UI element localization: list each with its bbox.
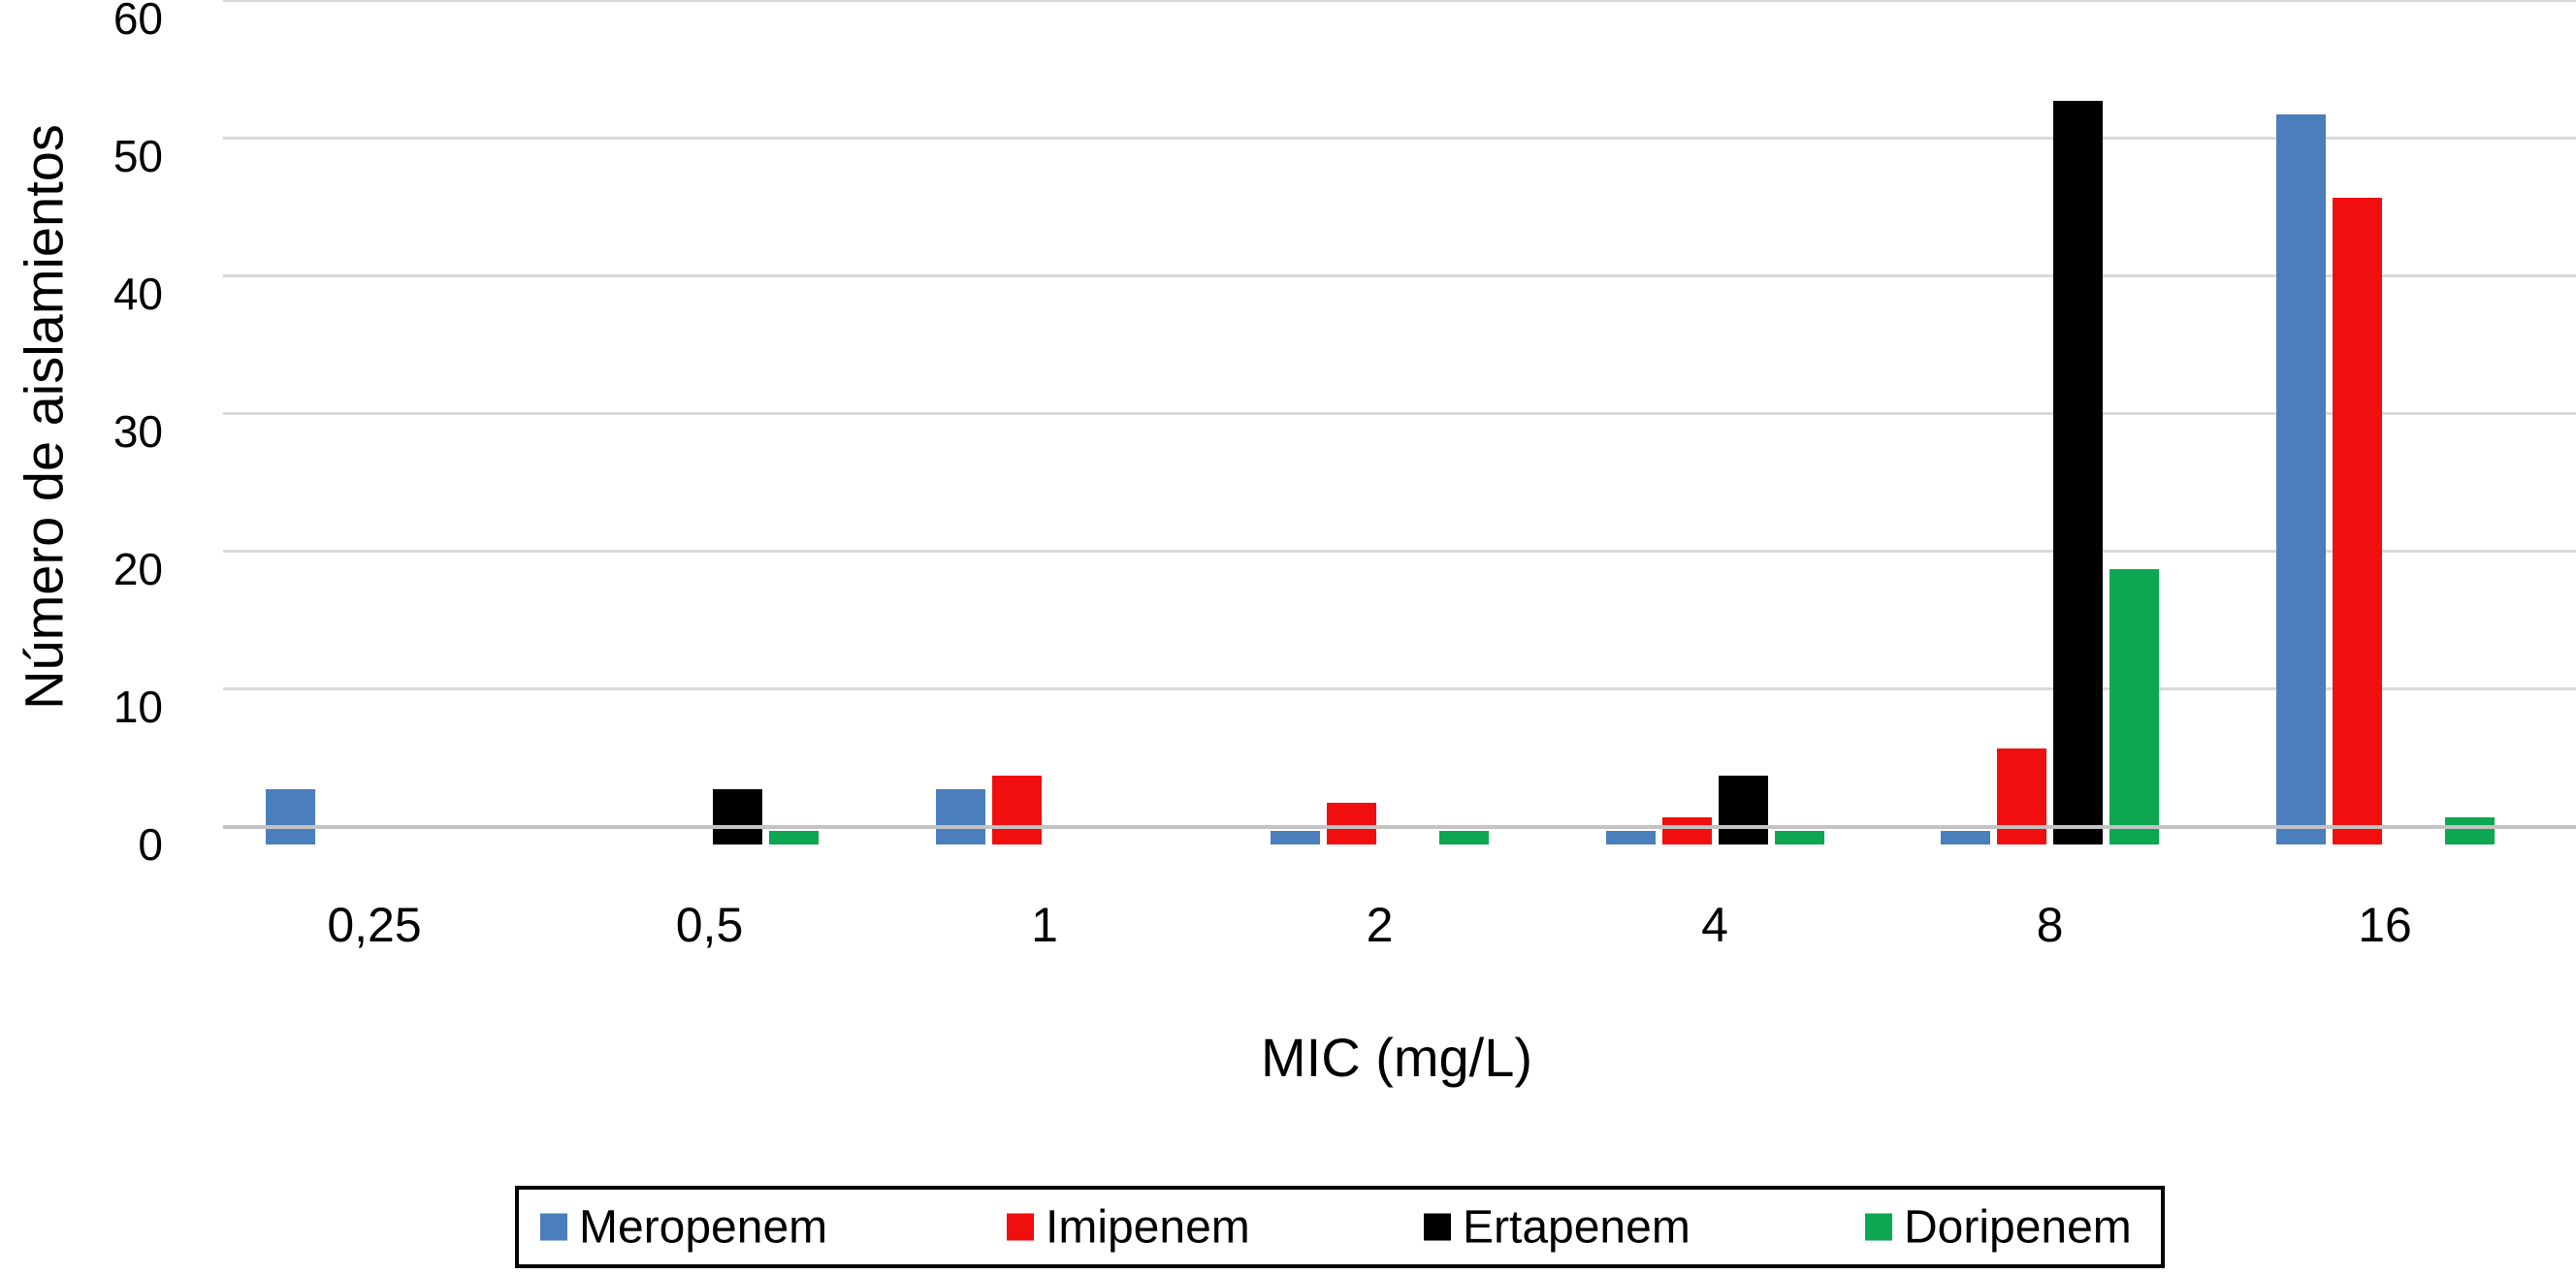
legend-swatch-imipenem [1007,1213,1034,1241]
y-tick-label-30: 30 [113,406,163,457]
bar-imipenem-mic-2 [1327,803,1376,844]
legend-item-doripenem: Doripenem [1865,1200,2132,1254]
bar-imipenem-mic-16 [2332,197,2382,844]
y-tick-label-60: 60 [113,0,163,44]
legend-item-ertapenem: Ertapenem [1424,1200,1690,1254]
bar-doripenem-mic-0_5 [769,830,819,844]
legend: Meropenem Imipenem Ertapenem Doripenem [515,1186,2165,1268]
gridline-50 [223,137,2576,140]
bar-imipenem-mic-8 [1997,748,2046,844]
legend-label-meropenem: Meropenem [579,1201,828,1253]
y-tick-label-50: 50 [113,131,163,181]
legend-label-ertapenem: Ertapenem [1463,1201,1690,1253]
gridline-40 [223,274,2576,277]
plot-area [223,0,2576,844]
x-category-label-8: 8 [2036,898,2064,952]
y-tick-label-20: 20 [113,544,163,594]
legend-swatch-meropenem [540,1213,567,1241]
gridline-10 [223,687,2576,690]
bar-meropenem-mic-16 [2275,114,2326,844]
legend-item-imipenem: Imipenem [1007,1200,1250,1254]
legend-item-meropenem: Meropenem [540,1200,827,1254]
bar-meropenem-mic-2 [1271,830,1320,844]
bar-imipenem-mic-1 [991,776,1042,844]
legend-label-doripenem: Doripenem [1904,1201,2132,1253]
bar-meropenem-mic-0_25 [265,789,315,844]
x-category-label-0_25: 0,25 [327,898,422,952]
x-axis-baseline [223,825,2576,829]
bar-meropenem-mic-8 [1941,830,1990,844]
y-tick-label-10: 10 [113,682,163,732]
x-category-label-16: 16 [2358,898,2412,952]
bar-imipenem-mic-4 [1661,816,1712,844]
y-axis-title: Número de aislamientos [13,124,75,710]
bar-doripenem-mic-16 [2444,816,2495,844]
legend-label-imipenem: Imipenem [1046,1201,1250,1253]
x-axis-title: MIC (mg/L) [1261,1027,1532,1088]
gridline-20 [223,550,2576,553]
legend-swatch-ertapenem [1424,1213,1451,1241]
bar-meropenem-mic-4 [1605,830,1656,844]
legend-swatch-doripenem [1865,1213,1892,1241]
bar-doripenem-mic-2 [1439,830,1489,844]
gridline-30 [223,412,2576,415]
bar-doripenem-mic-8 [2109,569,2159,844]
bar-ertapenem-mic-0_5 [713,789,762,844]
bar-ertapenem-mic-8 [2053,101,2103,844]
x-category-label-4: 4 [1701,898,1728,952]
bar-doripenem-mic-4 [1774,830,1824,844]
y-tick-label-0: 0 [138,819,163,870]
gridline-60 [223,0,2576,2]
x-category-label-1: 1 [1031,898,1058,952]
y-tick-label-40: 40 [113,269,163,319]
bar-meropenem-mic-1 [935,789,985,844]
x-category-label-2: 2 [1366,898,1394,952]
bar-ertapenem-mic-4 [1718,776,1768,844]
x-category-label-0_5: 0,5 [675,898,744,952]
